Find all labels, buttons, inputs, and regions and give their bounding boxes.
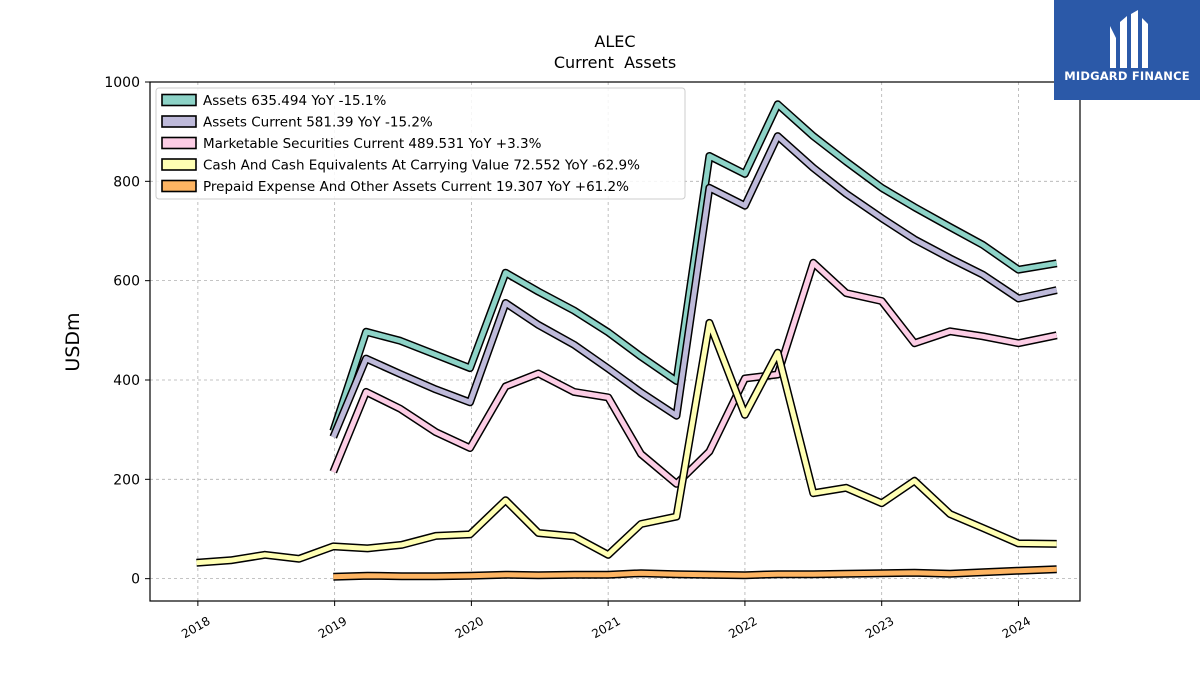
legend-swatch xyxy=(161,93,197,107)
midgard-logo-icon xyxy=(1110,10,1148,68)
series-line xyxy=(333,566,1057,580)
legend-label: Assets Current 581.39 YoY -15.2% xyxy=(203,115,433,131)
chart-subtitle: Current Assets xyxy=(554,53,676,72)
y-tick-label: 200 xyxy=(113,472,140,488)
legend-label: Cash And Cash Equivalents At Carrying Va… xyxy=(203,158,640,174)
y-tick-label: 600 xyxy=(113,274,140,290)
y-tick-label: 0 xyxy=(131,572,140,588)
legend: Assets 635.494 YoY -15.1% Assets Current … xyxy=(155,87,686,200)
series-3 xyxy=(196,318,1057,567)
series-2 xyxy=(329,258,1058,488)
series-line xyxy=(330,260,1058,487)
plot-frame xyxy=(149,81,1081,602)
series-4 xyxy=(333,565,1057,581)
y-axis-label: USDm xyxy=(62,312,84,371)
legend-swatch xyxy=(161,158,197,171)
brand-name: MIDGARD FINANCE xyxy=(1064,69,1190,83)
legend-swatch xyxy=(161,136,197,150)
series-lines xyxy=(196,100,1058,581)
series-1 xyxy=(329,132,1058,439)
legend-label: Assets 635.494 YoY -15.1% xyxy=(203,93,387,109)
series-line xyxy=(330,101,1058,432)
legend-label: Marketable Securities Current 489.531 Yo… xyxy=(203,136,542,152)
series-line xyxy=(330,133,1058,439)
legend-item: Cash And Cash Equivalents At Carrying Va… xyxy=(161,158,640,174)
y-tick-label: 1000 xyxy=(104,75,140,91)
chart-title: ALEC xyxy=(594,32,635,51)
legend-label: Prepaid Expense And Other Assets Current… xyxy=(203,179,629,195)
legend-swatch xyxy=(161,115,197,128)
legend-swatch xyxy=(161,179,197,193)
brand-logo: MIDGARD FINANCE xyxy=(1054,0,1200,100)
legend-item: Prepaid Expense And Other Assets Current… xyxy=(161,179,629,195)
series-line xyxy=(196,320,1057,566)
legend-item: Assets Current 581.39 YoY -15.2% xyxy=(161,115,433,131)
y-tick-label: 400 xyxy=(113,373,140,389)
legend-box xyxy=(155,87,686,200)
y-tick-label: 800 xyxy=(113,174,140,190)
legend-item: Assets 635.494 YoY -15.1% xyxy=(161,93,387,109)
legend-item: Marketable Securities Current 489.531 Yo… xyxy=(161,136,542,152)
series-0 xyxy=(329,100,1058,433)
